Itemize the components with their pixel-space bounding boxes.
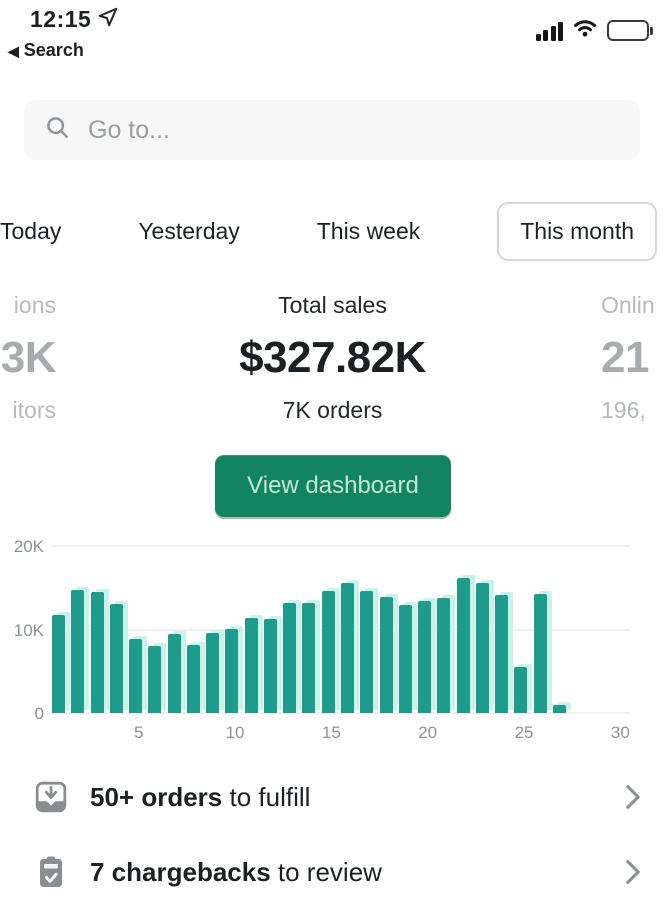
- metric-card-total-sales: Total sales $327.82K 7K orders: [0, 292, 665, 424]
- chart-bar: [533, 594, 547, 713]
- sales-bar-chart: 20K 10K 0 5 10 15 20 25 30: [0, 535, 665, 750]
- chart-bar: [129, 638, 143, 713]
- chart-gridline: [52, 712, 630, 714]
- chevron-right-icon[interactable]: [625, 784, 641, 810]
- status-time: 12:15: [30, 6, 92, 32]
- search-input[interactable]: Go to...: [24, 100, 640, 160]
- chart-bar: [283, 602, 297, 713]
- fulfillment-box-icon: [34, 780, 68, 814]
- chart-x-tick: 10: [225, 723, 245, 742]
- back-label: Search: [23, 40, 84, 60]
- chart-x-tick: 25: [514, 723, 534, 742]
- metric-subtext: itors: [12, 397, 56, 423]
- orders-to-fulfill-row[interactable]: 50+ orders to fulfill: [0, 768, 665, 826]
- chart-x-tick: 15: [321, 723, 341, 742]
- metric-label: ions: [13, 292, 56, 318]
- back-to-search-link[interactable]: ◀ Search: [8, 40, 84, 61]
- alert-count: 50+ orders: [90, 781, 223, 812]
- alert-rest: to review: [270, 856, 382, 887]
- chart-bar: [379, 596, 393, 713]
- chart-bar: [244, 617, 258, 713]
- chevron-right-icon[interactable]: [625, 859, 641, 885]
- back-triangle-icon: ◀: [8, 42, 19, 59]
- cellular-signal-icon: [535, 21, 563, 41]
- chart-bar: [321, 591, 335, 713]
- chart-bar: [456, 577, 470, 713]
- tab-today[interactable]: Today: [0, 217, 62, 244]
- status-bar: 12:15 ◀ Search: [0, 0, 665, 70]
- chart-bar: [167, 633, 181, 713]
- chargebacks-to-review-row[interactable]: 7 chargebacks to review: [0, 843, 665, 901]
- chart-bar: [186, 644, 200, 713]
- tab-this-week[interactable]: This week: [316, 217, 421, 244]
- chart-y-tick: 10K: [13, 620, 44, 640]
- chart-gridline: [52, 545, 630, 547]
- chart-bar: [552, 704, 566, 713]
- chart-bar: [109, 603, 123, 713]
- chargeback-clipboard-icon: [34, 854, 68, 890]
- alert-rest: to fulfill: [222, 781, 311, 812]
- chart-x-tick: 30: [610, 723, 630, 742]
- search-icon: [44, 114, 72, 147]
- chart-bar: [263, 618, 277, 713]
- metric-card-next-partial: Onlin 21 196,: [601, 292, 655, 424]
- period-tabs: Today Yesterday This week This month: [0, 199, 665, 263]
- metrics-carousel[interactable]: ions 3K itors Total sales $327.82K 7K or…: [0, 292, 665, 437]
- wifi-icon: [572, 18, 598, 43]
- metric-subtext: 196,: [601, 397, 646, 423]
- search-placeholder: Go to...: [88, 115, 170, 144]
- chart-bar: [514, 667, 528, 713]
- battery-icon: [607, 20, 653, 41]
- chart-bar: [302, 602, 316, 713]
- view-dashboard-button[interactable]: View dashboard: [215, 455, 451, 517]
- chart-bar: [495, 595, 509, 713]
- metric-value: 3K: [0, 333, 57, 382]
- chart-bar: [206, 632, 220, 713]
- chart-bar: [90, 591, 104, 713]
- chart-bar: [225, 628, 239, 713]
- alert-count: 7 chargebacks: [90, 856, 271, 887]
- alert-text: 50+ orders to fulfill: [90, 782, 625, 813]
- metric-value: $327.82K: [239, 333, 426, 382]
- metric-subtext: 7K orders: [282, 397, 383, 423]
- tab-this-month[interactable]: This month: [497, 201, 657, 261]
- metric-label: Total sales: [278, 292, 387, 318]
- chart-bar: [360, 591, 374, 713]
- metric-value: 21: [601, 333, 649, 382]
- chart-y-tick: 0: [34, 704, 44, 723]
- chart-x-tick: 20: [418, 723, 438, 742]
- metric-card-previous-partial: ions 3K itors: [0, 292, 57, 424]
- location-arrow-icon: [97, 6, 119, 33]
- chart-bar: [52, 615, 65, 713]
- chart-plot: [52, 545, 630, 714]
- chart-bar: [341, 582, 354, 713]
- chart-bar: [437, 597, 451, 713]
- chart-bar: [148, 646, 162, 713]
- chart-bar: [398, 605, 412, 713]
- chart-bar: [418, 601, 432, 713]
- metric-label: Onlin: [601, 292, 655, 318]
- tab-yesterday[interactable]: Yesterday: [138, 217, 240, 244]
- chart-x-tick: 5: [133, 723, 144, 742]
- alert-text: 7 chargebacks to review: [90, 857, 625, 888]
- chart-bar: [475, 582, 489, 713]
- chart-y-tick: 20K: [13, 537, 44, 556]
- chart-bar: [71, 590, 85, 713]
